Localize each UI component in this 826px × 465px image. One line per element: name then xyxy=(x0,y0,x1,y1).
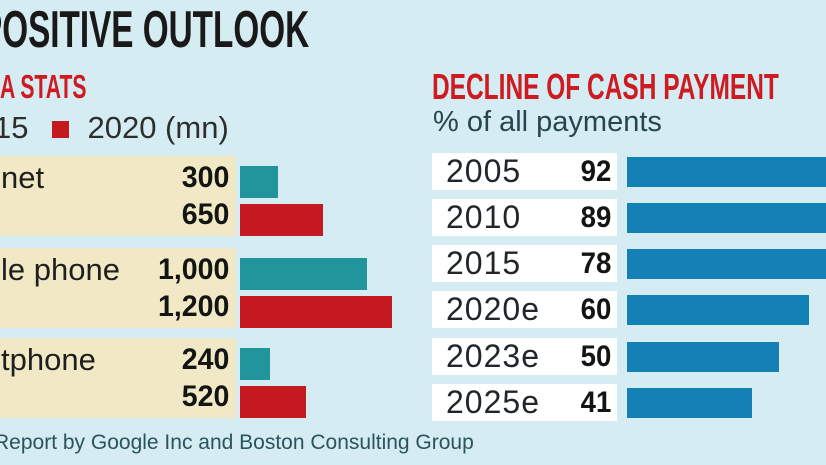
value-2020: 650 xyxy=(181,197,230,231)
right-chart-heading: DECLINE OF CASH PAYMENT xyxy=(432,66,779,107)
page-title: POSITIVE OUTLOOK xyxy=(0,2,310,59)
title-clip: POSITIVE OUTLOOK xyxy=(0,2,460,60)
category-label: le phone xyxy=(1,251,120,287)
bar-2015 xyxy=(240,348,270,380)
value-2015: 300 xyxy=(181,160,230,194)
year-row: 2023e 50 xyxy=(432,338,826,375)
year-row: 2020e 60 xyxy=(432,291,826,328)
year-row: 2005 92 xyxy=(432,153,826,190)
category-label: net xyxy=(1,159,45,195)
legend-2020-label: 2020 (mn) xyxy=(87,110,229,145)
bar-2015 xyxy=(240,166,278,198)
year-bar xyxy=(627,388,752,418)
left-chart-heading: A STATS xyxy=(0,68,87,105)
year-label: 2025e xyxy=(446,384,540,420)
legend-2015-label: 15 xyxy=(0,110,29,145)
bar-group-mobile-phone: le phone 1,000 1,200 xyxy=(0,248,420,328)
year-label-box: 2010 89 xyxy=(432,199,617,236)
year-row: 2010 89 xyxy=(432,199,826,236)
category-band: tphone 240 520 xyxy=(0,338,236,418)
year-label-box: 2025e 41 xyxy=(432,384,617,421)
right-chart-subtitle: % of all payments xyxy=(433,106,662,138)
year-value: 89 xyxy=(580,200,611,234)
bar-group-smartphone: tphone 240 520 xyxy=(0,338,420,418)
year-label: 2005 xyxy=(446,153,522,189)
year-bar xyxy=(627,249,826,279)
value-2020: 520 xyxy=(181,379,230,413)
year-label-box: 2015 78 xyxy=(432,245,617,282)
bar-group-internet: net 300 650 xyxy=(0,156,420,236)
source-note: Report by Google Inc and Boston Consulti… xyxy=(0,431,474,454)
bar-2020 xyxy=(240,204,323,236)
year-bar xyxy=(627,157,826,187)
value-2015: 1,000 xyxy=(158,252,230,286)
bar-2020 xyxy=(240,386,306,418)
year-bar xyxy=(627,342,779,372)
bar-2015 xyxy=(240,258,367,290)
legend-swatch-2020-icon xyxy=(52,120,70,138)
year-value: 41 xyxy=(580,385,611,419)
year-label: 2015 xyxy=(446,245,522,281)
year-label-box: 2020e 60 xyxy=(432,291,617,328)
category-band: le phone 1,000 1,200 xyxy=(0,248,236,328)
category-band: net 300 650 xyxy=(0,156,236,236)
value-2020: 1,200 xyxy=(158,289,230,323)
year-value: 92 xyxy=(580,154,611,188)
year-label-box: 2023e 50 xyxy=(432,338,617,375)
year-label: 2010 xyxy=(446,199,522,235)
value-2015: 240 xyxy=(181,342,230,376)
year-label-box: 2005 92 xyxy=(432,153,617,190)
year-value: 60 xyxy=(580,292,611,326)
year-bar xyxy=(627,295,809,325)
legend: 15 2020 (mn) xyxy=(0,110,229,145)
bar-2020 xyxy=(240,296,392,328)
year-bar xyxy=(627,203,826,233)
year-label: 2020e xyxy=(446,291,540,327)
year-label: 2023e xyxy=(446,338,540,374)
year-row: 2015 78 xyxy=(432,245,826,282)
year-value: 78 xyxy=(580,246,611,280)
right-chart: DECLINE OF CASH PAYMENT % of all payment… xyxy=(432,0,826,465)
category-label: tphone xyxy=(1,341,96,377)
year-row: 2025e 41 xyxy=(432,384,826,421)
year-value: 50 xyxy=(580,339,611,373)
